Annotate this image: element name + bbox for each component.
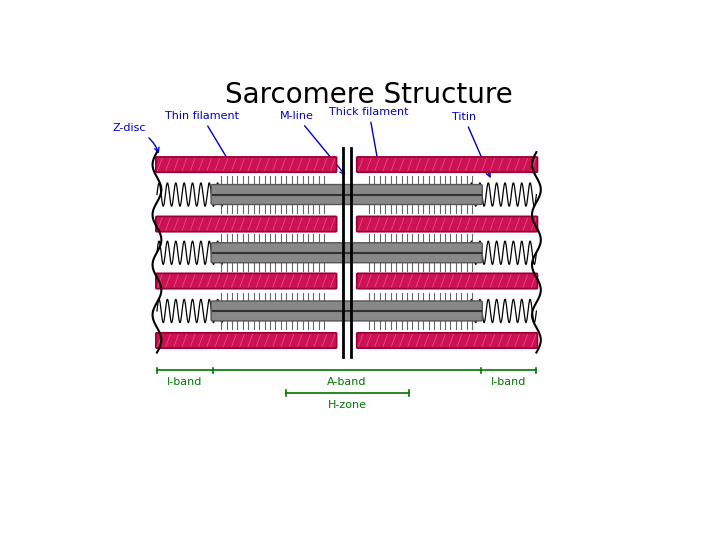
FancyBboxPatch shape xyxy=(356,273,538,289)
FancyBboxPatch shape xyxy=(156,333,337,348)
FancyBboxPatch shape xyxy=(156,273,337,289)
Text: Titin: Titin xyxy=(451,112,490,177)
Text: A-band: A-band xyxy=(327,377,366,387)
FancyBboxPatch shape xyxy=(211,243,482,263)
Text: Sarcomere Structure: Sarcomere Structure xyxy=(225,82,513,110)
Text: Thick filament: Thick filament xyxy=(329,107,409,170)
FancyBboxPatch shape xyxy=(356,157,538,172)
FancyBboxPatch shape xyxy=(156,157,337,172)
FancyBboxPatch shape xyxy=(211,185,482,205)
FancyBboxPatch shape xyxy=(356,217,538,232)
Text: Z-disc: Z-disc xyxy=(112,123,159,152)
Text: H-zone: H-zone xyxy=(328,400,366,410)
FancyBboxPatch shape xyxy=(211,301,482,321)
Text: M-line: M-line xyxy=(279,111,344,174)
FancyBboxPatch shape xyxy=(156,217,337,232)
Text: I-band: I-band xyxy=(491,377,526,387)
Text: Thin filament: Thin filament xyxy=(165,111,238,168)
FancyBboxPatch shape xyxy=(356,333,538,348)
Text: I-band: I-band xyxy=(167,377,202,387)
